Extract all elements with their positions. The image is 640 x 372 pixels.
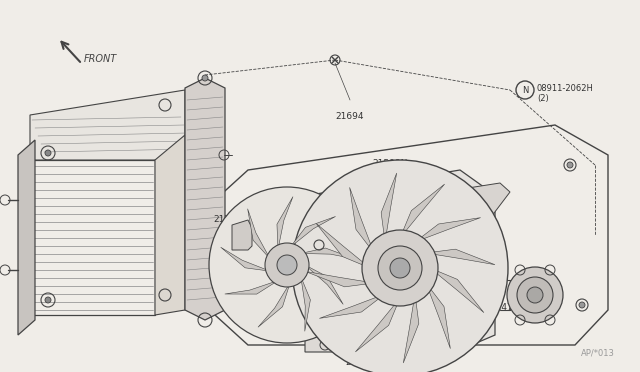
Text: 21694: 21694 — [336, 112, 364, 121]
Polygon shape — [381, 173, 397, 242]
Polygon shape — [316, 223, 370, 268]
Circle shape — [579, 302, 585, 308]
Polygon shape — [30, 90, 185, 160]
Text: ]: ] — [510, 288, 513, 296]
Circle shape — [209, 187, 365, 343]
Polygon shape — [301, 276, 310, 331]
Text: 21590: 21590 — [235, 314, 264, 323]
Polygon shape — [305, 320, 468, 352]
Polygon shape — [415, 218, 481, 242]
Text: 21591: 21591 — [455, 263, 484, 273]
Polygon shape — [355, 298, 400, 352]
Polygon shape — [30, 160, 155, 315]
Text: 21597: 21597 — [238, 310, 267, 319]
Polygon shape — [290, 217, 335, 247]
Text: 21694+A: 21694+A — [255, 234, 297, 243]
Text: 21476B: 21476B — [490, 304, 525, 312]
Circle shape — [277, 255, 297, 275]
Polygon shape — [258, 283, 290, 327]
Polygon shape — [375, 175, 435, 205]
Text: N: N — [522, 86, 528, 94]
Text: AP/*013: AP/*013 — [581, 349, 615, 358]
Polygon shape — [426, 283, 451, 349]
Polygon shape — [319, 294, 385, 318]
Text: [1193-: [1193- — [458, 289, 486, 298]
Text: 21598: 21598 — [473, 278, 502, 286]
Circle shape — [527, 287, 543, 303]
Circle shape — [202, 75, 208, 81]
Polygon shape — [18, 140, 35, 335]
Polygon shape — [305, 271, 374, 287]
Text: 21599N: 21599N — [372, 159, 408, 168]
Polygon shape — [403, 294, 419, 363]
Text: FRONT: FRONT — [84, 54, 117, 64]
Polygon shape — [248, 209, 270, 259]
Polygon shape — [310, 170, 495, 350]
Polygon shape — [155, 135, 185, 315]
Polygon shape — [349, 187, 374, 253]
Circle shape — [292, 160, 508, 372]
Text: 21515HA: 21515HA — [345, 358, 387, 367]
Circle shape — [362, 230, 438, 306]
Polygon shape — [232, 220, 252, 250]
Polygon shape — [225, 280, 278, 294]
Circle shape — [378, 246, 422, 290]
Polygon shape — [301, 248, 355, 259]
Circle shape — [45, 150, 51, 156]
Circle shape — [517, 277, 553, 313]
Polygon shape — [185, 78, 225, 320]
Text: 21515H: 21515H — [213, 215, 248, 224]
Text: 08911-2062H: 08911-2062H — [537, 83, 594, 93]
Polygon shape — [305, 265, 343, 304]
Polygon shape — [221, 247, 270, 271]
Circle shape — [390, 258, 410, 278]
Polygon shape — [430, 268, 484, 312]
Circle shape — [567, 162, 573, 168]
Polygon shape — [215, 125, 608, 345]
Polygon shape — [277, 197, 293, 249]
Polygon shape — [426, 249, 495, 265]
Polygon shape — [400, 184, 445, 238]
Circle shape — [265, 243, 309, 287]
Text: 21475: 21475 — [465, 211, 493, 219]
Text: (2): (2) — [537, 93, 548, 103]
Circle shape — [45, 297, 51, 303]
Polygon shape — [468, 183, 510, 225]
Circle shape — [507, 267, 563, 323]
